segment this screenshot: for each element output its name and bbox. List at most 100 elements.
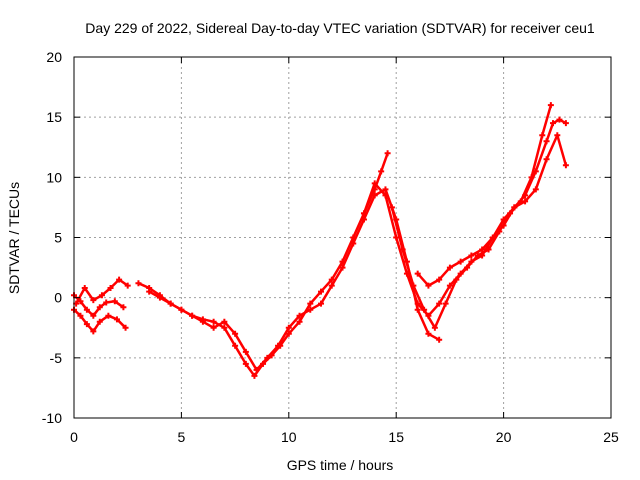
series-track-1 — [71, 306, 129, 335]
data-point — [210, 318, 217, 325]
data-point — [264, 354, 271, 361]
data-point — [167, 300, 174, 307]
data-point — [253, 366, 260, 373]
data-point — [107, 285, 114, 292]
data-point — [528, 174, 535, 181]
data-point — [296, 318, 303, 325]
x-tick-label: 10 — [281, 429, 297, 445]
data-point — [446, 264, 453, 271]
data-point — [543, 138, 550, 145]
data-point — [103, 299, 110, 306]
data-point — [399, 246, 406, 253]
data-point — [371, 192, 378, 199]
data-point — [414, 270, 421, 277]
data-point — [105, 312, 112, 319]
data-point — [199, 318, 206, 325]
data-point — [96, 304, 103, 311]
data-point — [414, 300, 421, 307]
series-track-3 — [73, 276, 131, 307]
data-point — [457, 258, 464, 265]
data-point — [96, 318, 103, 325]
x-tick-label: 20 — [496, 429, 512, 445]
y-tick-label: 0 — [54, 290, 62, 306]
data-point — [436, 276, 443, 283]
series-track-2 — [71, 292, 127, 319]
data-point — [98, 292, 105, 299]
data-point — [485, 246, 492, 253]
data-point — [120, 304, 127, 311]
data-point — [543, 156, 550, 163]
data-point — [410, 282, 417, 289]
data-point — [81, 285, 88, 292]
data-point — [189, 312, 196, 319]
data-point — [371, 180, 378, 187]
x-axis-label: GPS time / hours — [287, 457, 394, 473]
data-point — [285, 324, 292, 331]
data-point — [221, 324, 228, 331]
data-point — [539, 132, 546, 139]
data-point — [232, 342, 239, 349]
x-tick-label: 0 — [70, 429, 78, 445]
series-track-5 — [146, 186, 443, 373]
data-point — [436, 300, 443, 307]
data-point — [83, 321, 90, 328]
data-point — [496, 228, 503, 235]
data-point — [350, 240, 357, 247]
data-point — [251, 372, 258, 379]
series-track-8 — [388, 102, 554, 331]
y-axis-label: SDTVAR / TECUs — [6, 182, 22, 294]
data-point — [388, 204, 395, 211]
data-point — [382, 192, 389, 199]
data-point — [83, 306, 90, 313]
data-point — [562, 120, 569, 127]
data-point — [328, 282, 335, 289]
data-point — [425, 330, 432, 337]
data-point — [382, 186, 389, 193]
data-point — [414, 306, 421, 313]
data-point — [393, 234, 400, 241]
data-point — [550, 120, 557, 127]
data-point — [517, 198, 524, 205]
y-tick-label: -10 — [42, 410, 62, 426]
data-point — [378, 168, 385, 175]
data-point — [307, 306, 314, 313]
y-tick-label: -5 — [50, 350, 63, 366]
data-point — [507, 210, 514, 217]
series-line — [74, 278, 129, 305]
data-point — [339, 264, 346, 271]
data-point — [285, 330, 292, 337]
series-line — [147, 188, 441, 372]
data-point — [124, 282, 131, 289]
data-point — [431, 324, 438, 331]
data-point — [77, 312, 84, 319]
data-point — [156, 294, 163, 301]
series-line — [390, 103, 553, 330]
x-tick-label: 25 — [603, 429, 619, 445]
series-line — [416, 118, 568, 287]
data-point — [90, 297, 97, 304]
data-point — [421, 306, 428, 313]
data-point — [360, 216, 367, 223]
data-point — [554, 132, 561, 139]
y-tick-label: 15 — [46, 109, 62, 125]
y-tick-label: 20 — [46, 49, 62, 65]
data-point — [178, 306, 185, 313]
chart-title: Day 229 of 2022, Sidereal Day-to-day VTE… — [85, 20, 595, 36]
data-point — [318, 300, 325, 307]
y-tick-label: 5 — [54, 230, 62, 246]
x-tick-label: 15 — [388, 429, 404, 445]
data-point — [479, 246, 486, 253]
series-track-4 — [135, 150, 391, 379]
data-point — [111, 298, 118, 305]
data-point — [436, 336, 443, 343]
grid-lines — [74, 57, 611, 418]
series-line — [137, 152, 389, 378]
data-point — [474, 252, 481, 259]
data-point — [556, 116, 563, 123]
data-point — [242, 348, 249, 355]
data-point — [360, 210, 367, 217]
data-point — [113, 316, 120, 323]
data-point — [562, 162, 569, 169]
data-point — [296, 312, 303, 319]
